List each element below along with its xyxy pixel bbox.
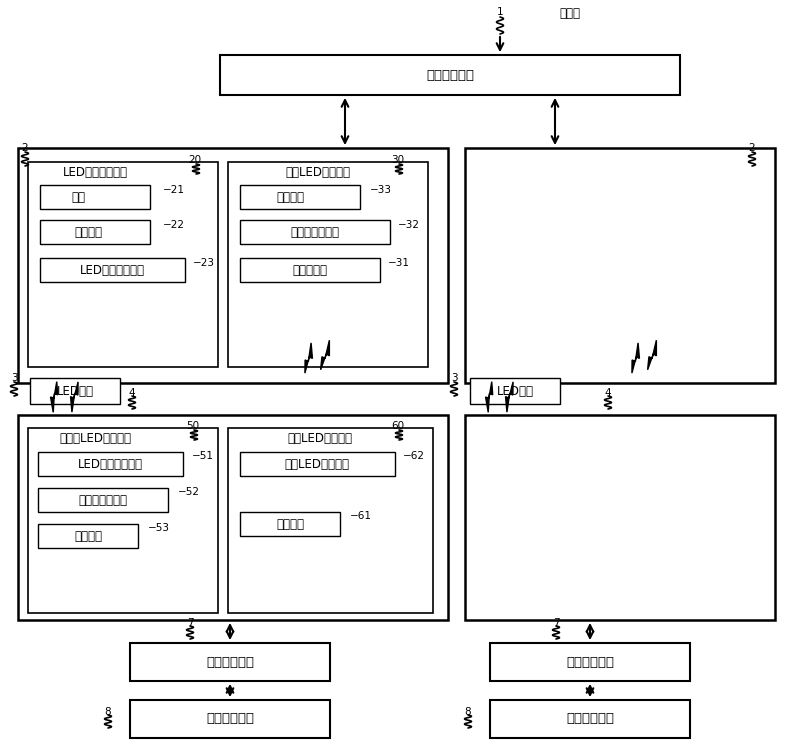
Bar	[240, 512, 340, 536]
Text: 20: 20	[189, 155, 202, 165]
Bar	[18, 148, 448, 383]
Text: −23: −23	[193, 258, 215, 268]
Text: LED高速驱动模块: LED高速驱动模块	[62, 166, 127, 178]
Bar	[38, 524, 138, 548]
Text: 可见光LED接收模块: 可见光LED接收模块	[59, 431, 131, 444]
Text: 红外LED发送模块: 红外LED发送模块	[287, 431, 353, 444]
Bar	[130, 700, 330, 738]
Text: 红外探测器: 红外探测器	[293, 264, 327, 276]
Bar	[228, 162, 428, 367]
Polygon shape	[648, 340, 656, 370]
Text: −53: −53	[148, 523, 170, 533]
Text: −32: −32	[398, 220, 420, 230]
Text: −61: −61	[350, 511, 372, 521]
Text: 3: 3	[450, 373, 458, 383]
Text: 3: 3	[10, 373, 18, 383]
Bar	[490, 643, 690, 681]
Text: −22: −22	[163, 220, 185, 230]
Bar	[40, 220, 150, 244]
Text: 红外LED驱动电路: 红外LED驱动电路	[285, 458, 350, 471]
Text: LED灯组: LED灯组	[497, 385, 534, 398]
Bar	[240, 452, 395, 476]
Text: 信号接口: 信号接口	[74, 529, 102, 542]
Polygon shape	[321, 340, 330, 370]
Text: 4: 4	[605, 388, 611, 398]
Text: 8: 8	[105, 707, 111, 717]
Text: 2: 2	[22, 143, 28, 153]
Bar	[240, 220, 390, 244]
Text: LED高速驱动电路: LED高速驱动电路	[79, 264, 145, 276]
Text: 红外LED接收模块: 红外LED接收模块	[286, 166, 350, 178]
Text: 30: 30	[391, 155, 405, 165]
Bar	[228, 428, 433, 613]
Bar	[38, 488, 168, 512]
Text: −51: −51	[192, 451, 214, 461]
Text: −52: −52	[178, 487, 200, 497]
Polygon shape	[70, 382, 78, 412]
Polygon shape	[486, 382, 493, 413]
Bar	[38, 452, 183, 476]
Text: 信号接口: 信号接口	[74, 225, 102, 239]
Text: 电源: 电源	[71, 191, 85, 203]
Bar	[28, 162, 218, 367]
Text: 7: 7	[186, 618, 194, 628]
Text: −33: −33	[370, 185, 392, 195]
Text: 4: 4	[129, 388, 135, 398]
Bar	[130, 643, 330, 681]
Bar	[490, 700, 690, 738]
Polygon shape	[50, 382, 58, 413]
Text: LED可见光探测器: LED可见光探测器	[78, 458, 142, 471]
Bar	[28, 428, 218, 613]
Bar	[40, 185, 150, 209]
Polygon shape	[305, 343, 313, 373]
Text: 60: 60	[391, 421, 405, 431]
Text: 主网络: 主网络	[559, 7, 581, 20]
Text: −21: −21	[163, 185, 185, 195]
Text: 信号接口: 信号接口	[276, 517, 304, 531]
Bar	[240, 185, 360, 209]
Bar	[30, 378, 120, 404]
Bar	[465, 148, 775, 383]
Bar	[240, 258, 380, 282]
Bar	[40, 258, 185, 282]
Bar	[470, 378, 560, 404]
Text: 7: 7	[553, 618, 559, 628]
Bar	[18, 415, 448, 620]
Text: 用户端工作站: 用户端工作站	[566, 712, 614, 725]
Text: 50: 50	[186, 421, 199, 431]
Text: 接入端路由器: 接入端路由器	[426, 69, 474, 81]
Bar	[465, 415, 775, 620]
Text: −31: −31	[388, 258, 410, 268]
Text: −62: −62	[403, 451, 425, 461]
Text: 2: 2	[749, 143, 755, 153]
Text: 8: 8	[465, 707, 471, 717]
Text: 低噪声放大电路: 低噪声放大电路	[78, 493, 127, 507]
Polygon shape	[632, 343, 639, 373]
Polygon shape	[506, 382, 513, 412]
Bar	[220, 55, 680, 95]
Text: 用户端路由器: 用户端路由器	[566, 656, 614, 669]
Text: 用户端路由器: 用户端路由器	[206, 656, 254, 669]
Text: 1: 1	[497, 7, 503, 17]
Text: 用户端工作站: 用户端工作站	[206, 712, 254, 725]
Text: 低噪声放大电路: 低噪声放大电路	[290, 225, 339, 239]
Text: 信号接口: 信号接口	[276, 191, 304, 203]
Text: LED灯组: LED灯组	[57, 385, 94, 398]
